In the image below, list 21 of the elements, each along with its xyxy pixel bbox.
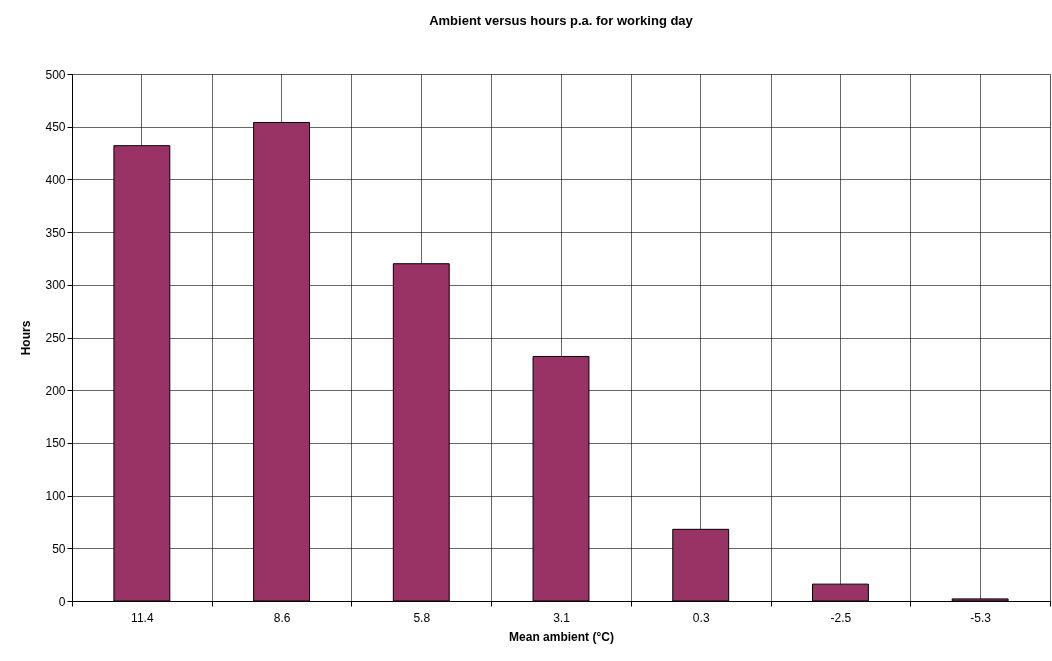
x-tick-label: 0.3 [692, 610, 710, 625]
x-tick-label: 8.6 [273, 610, 291, 625]
x-tick-label: -2.5 [830, 610, 852, 625]
x-tick-label: -5.3 [970, 610, 992, 625]
y-tick-label: 300 [45, 278, 66, 293]
y-tick-label: 400 [45, 172, 66, 187]
x-axis-title: Mean ambient (°C) [509, 629, 614, 644]
x-tick-label: 11.4 [131, 610, 154, 625]
y-tick-label: 350 [45, 225, 66, 240]
x-tick-label: 3.1 [553, 610, 571, 625]
y-tick-label: 450 [45, 120, 66, 135]
chart-title: Ambient versus hours p.a. for working day [429, 13, 694, 28]
y-tick-label: 100 [45, 489, 66, 504]
y-tick-label: 50 [52, 541, 66, 556]
x-tick-label: 5.8 [413, 610, 431, 625]
y-tick-label: 200 [45, 383, 66, 398]
y-tick-label: 250 [45, 331, 66, 345]
y-axis-title: Hours [19, 320, 34, 356]
y-tick-label: 500 [45, 67, 66, 82]
y-tick-label: 0 [58, 594, 66, 609]
y-tick-label: 150 [45, 436, 66, 451]
